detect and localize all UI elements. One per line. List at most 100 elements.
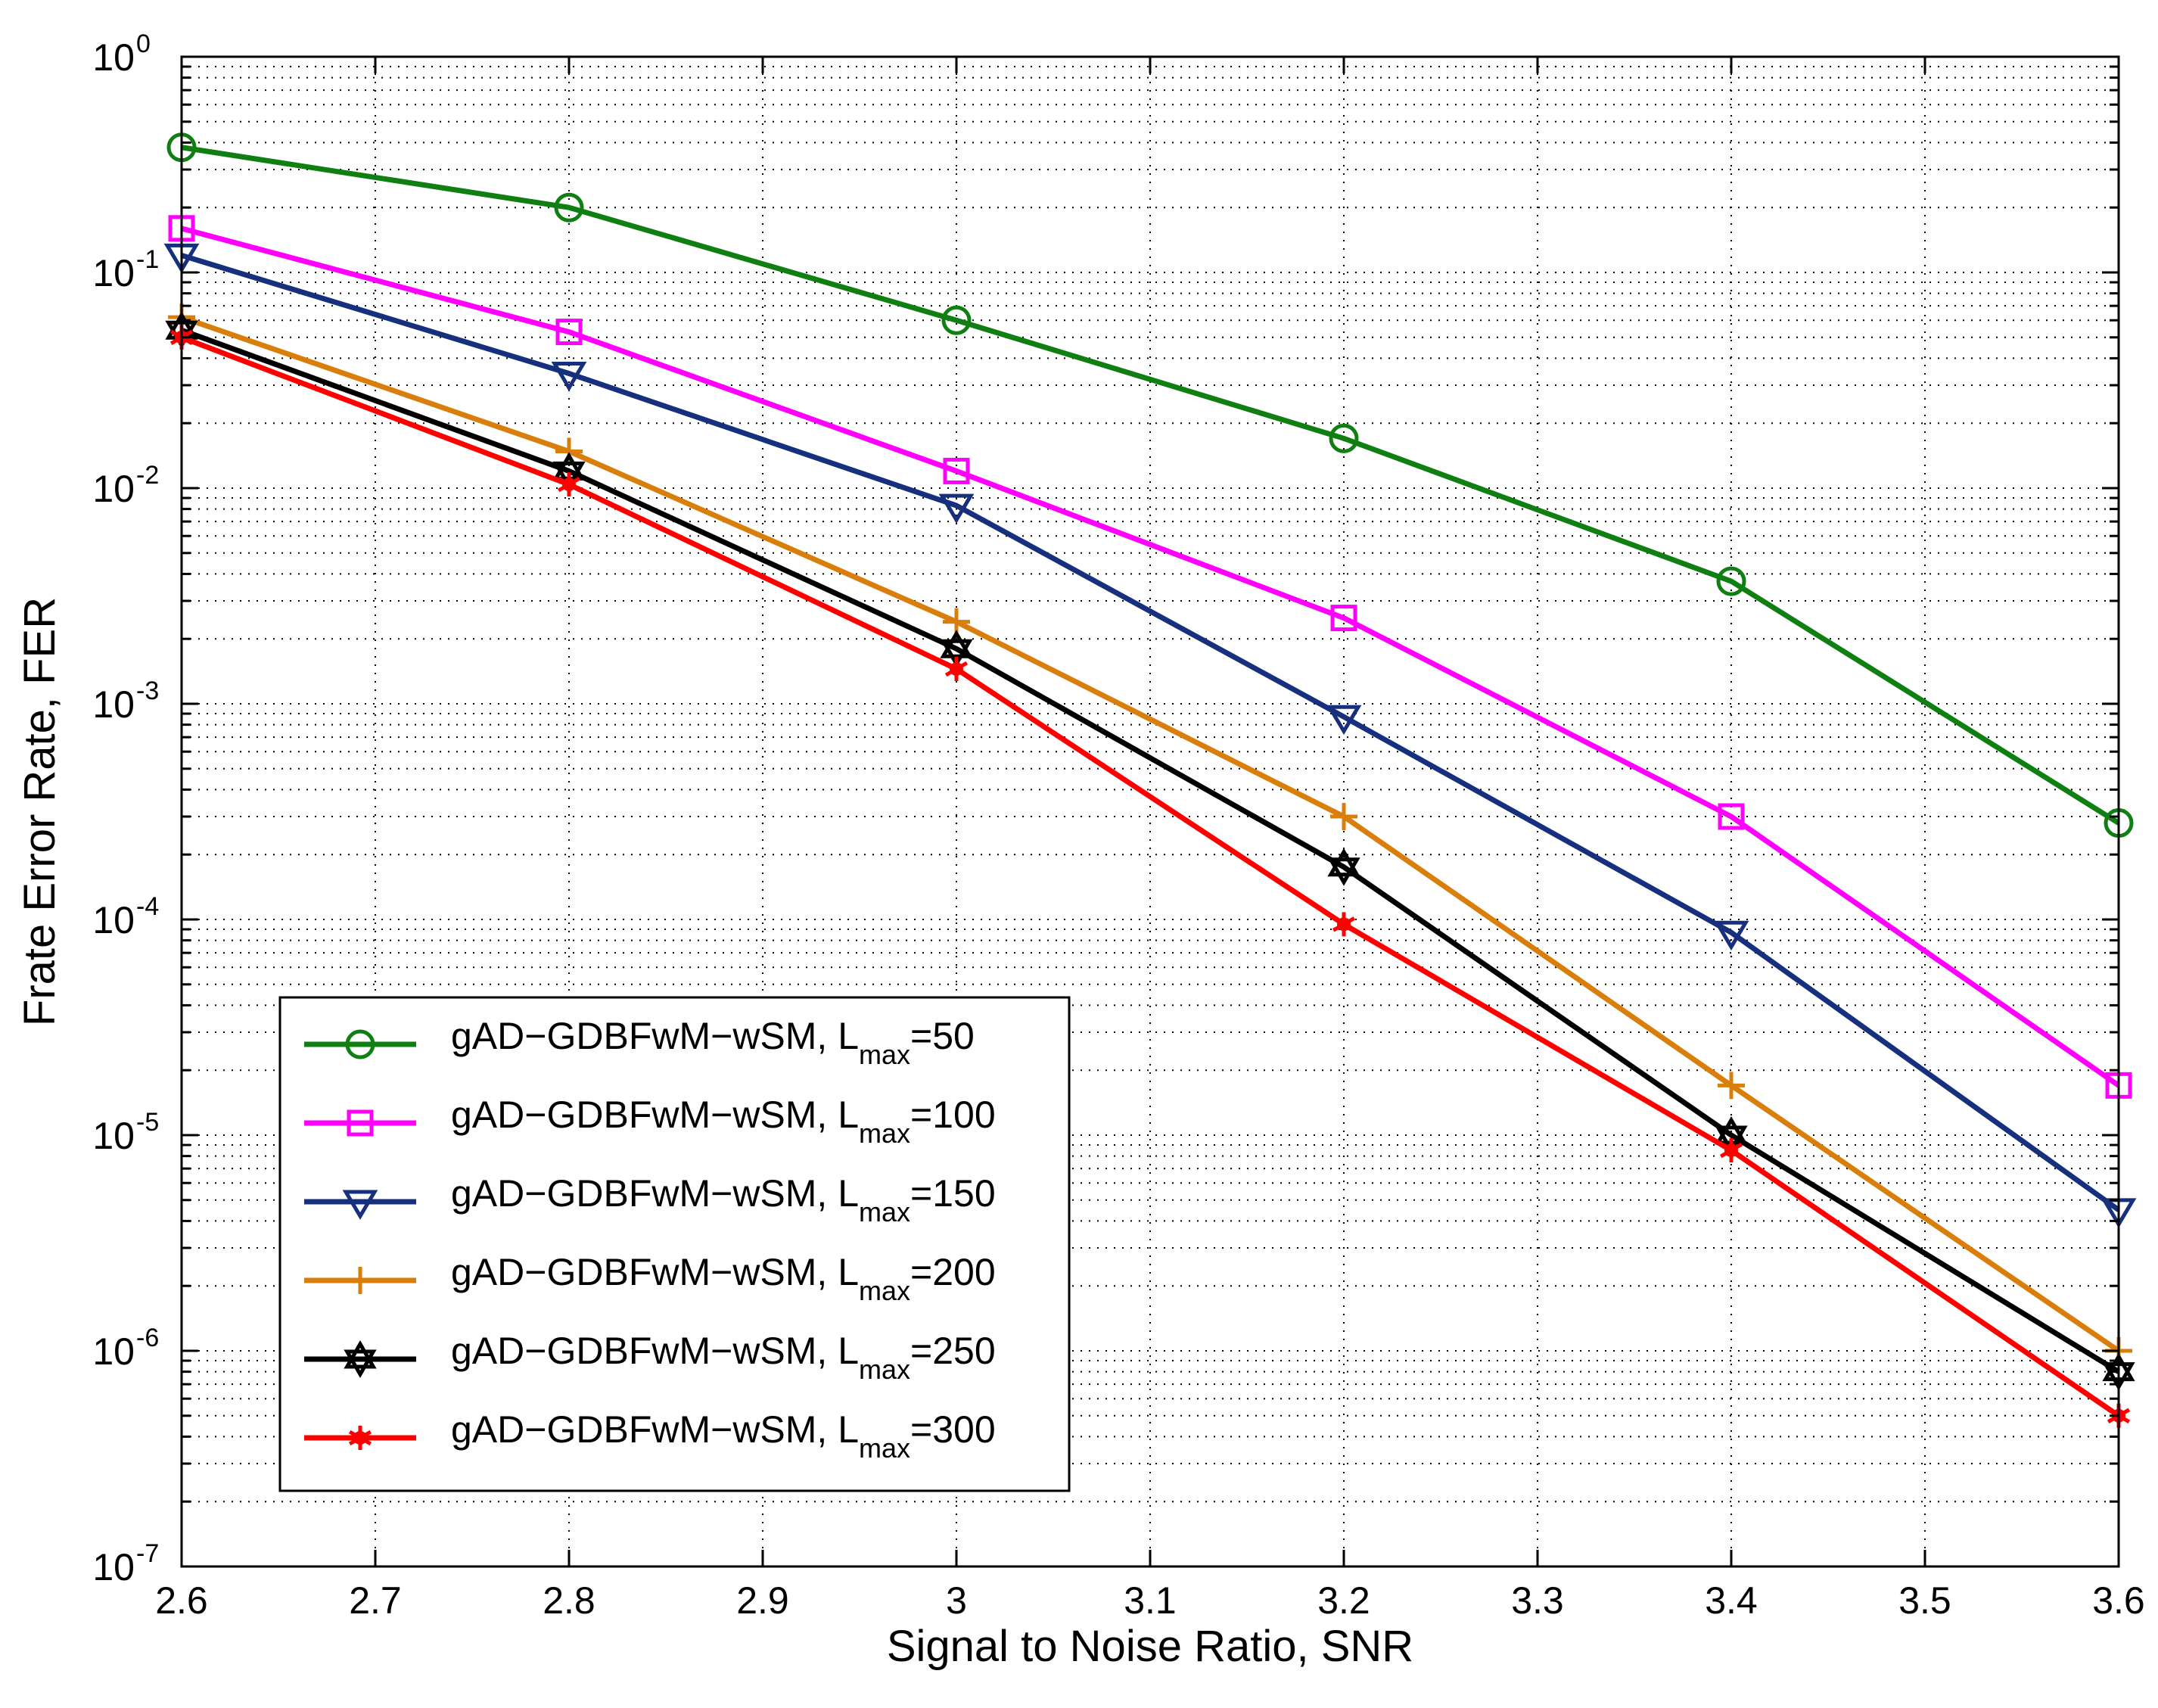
y-tick-label-base: 10 [92, 1330, 135, 1373]
legend-label: gAD−GDBFwM−wSM, Lmax=250 [451, 1330, 996, 1385]
series-line [180, 253, 2121, 1212]
y-tick-label: 10 -3 [92, 677, 159, 726]
data-point [555, 319, 583, 346]
data-point [1332, 912, 1356, 937]
data-point [1716, 566, 1746, 596]
legend-marker [348, 1426, 372, 1450]
series-lines [163, 132, 2137, 1428]
data-point [944, 657, 969, 682]
legend-entry: gAD−GDBFwM−wSM, Lmax=200 [304, 1251, 996, 1306]
data-point [551, 362, 587, 392]
legend-marker [345, 1029, 375, 1059]
legend-label: gAD−GDBFwM−wSM, Lmax=200 [451, 1251, 996, 1306]
legend-label-name: gAD−GDBFwM−wSM, L [451, 1408, 859, 1451]
y-tick-label-exponent: -7 [136, 1539, 159, 1568]
legend-entry: gAD−GDBFwM−wSM, Lmax=250 [304, 1330, 996, 1385]
series-lmax-300 [169, 325, 2131, 1428]
y-tick-label-base: 10 [92, 468, 135, 510]
x-tick-label: 3.4 [1705, 1579, 1758, 1622]
series-lmax-50 [166, 132, 2134, 838]
y-tick-label-exponent: -1 [136, 245, 159, 274]
y-tick-label: 10 -4 [92, 892, 159, 941]
data-point [1330, 605, 1357, 632]
data-point [1713, 920, 1749, 951]
legend-box [278, 996, 1071, 1492]
data-point [554, 192, 584, 222]
legend-label: gAD−GDBFwM−wSM, Lmax=100 [451, 1094, 996, 1149]
data-point [1719, 1138, 1743, 1163]
legend-entry: gAD−GDBFwM−wSM, Lmax=100 [304, 1094, 996, 1149]
y-tick-label-base: 10 [92, 899, 135, 941]
y-tick-label: 10 -5 [92, 1108, 159, 1157]
x-tick-label: 3.1 [1124, 1579, 1177, 1622]
legend-label-subscript: max [859, 1196, 910, 1227]
legend-label-name: gAD−GDBFwM−wSM, L [451, 1330, 859, 1372]
x-tick-label: 3.2 [1317, 1579, 1370, 1622]
x-tick-label: 3.6 [2092, 1579, 2145, 1622]
x-tick-labels: 2.6 2.7 2.8 2.9 3 3.1 3.2 3.3 3.4 3.5 3.6 [155, 1579, 2145, 1622]
x-axis-label: Signal to Noise Ratio, SNR [887, 1622, 1413, 1671]
legend-entry: gAD−GDBFwM−wSM, Lmax=50 [304, 1015, 975, 1070]
data-point [940, 630, 973, 668]
x-tick-label: 3.3 [1511, 1579, 1564, 1622]
legend-label-name: gAD−GDBFwM−wSM, L [451, 1172, 859, 1215]
data-point [1327, 848, 1360, 886]
legend-marker [344, 1339, 377, 1379]
data-point [938, 493, 975, 524]
data-point [943, 457, 970, 484]
y-tick-label-base: 10 [92, 1546, 135, 1588]
legend-label-value: =150 [910, 1172, 996, 1215]
data-point [1718, 803, 1745, 830]
y-tick-label-exponent: -5 [136, 1108, 159, 1137]
series-line [180, 327, 2120, 1374]
x-tick-label: 2.9 [736, 1579, 789, 1622]
series-line [180, 314, 2120, 1353]
data-point [941, 305, 972, 335]
legend-label-name: gAD−GDBFwM−wSM, L [451, 1015, 859, 1057]
legend-label-subscript: max [859, 1118, 910, 1149]
y-tick-label: 10 -7 [92, 1539, 159, 1588]
legend-entry: gAD−GDBFwM−wSM, Lmax=300 [304, 1408, 996, 1464]
x-tick-label: 3 [946, 1579, 967, 1622]
series-line [180, 334, 2120, 1418]
legend-marker [342, 1190, 378, 1220]
legend-marker [347, 1267, 374, 1294]
legend-label-subscript: max [859, 1275, 910, 1306]
y-tick-label: 10 -2 [92, 461, 159, 510]
data-point [1329, 423, 1359, 453]
legend-label-name: gAD−GDBFwM−wSM, L [451, 1251, 859, 1293]
x-tick-label: 2.8 [543, 1579, 595, 1622]
legend-label-name: gAD−GDBFwM−wSM, L [451, 1094, 859, 1136]
x-tick-label: 2.7 [349, 1579, 402, 1622]
legend-label: gAD−GDBFwM−wSM, Lmax=150 [451, 1172, 996, 1227]
legend-label-value: =100 [910, 1094, 996, 1136]
data-point [557, 472, 581, 497]
legend-label-subscript: max [859, 1354, 910, 1385]
y-tick-label-base: 10 [92, 683, 135, 726]
legend-label: gAD−GDBFwM−wSM, Lmax=50 [451, 1015, 975, 1070]
y-tick-label-exponent: -6 [136, 1324, 159, 1352]
data-point [1718, 1072, 1745, 1100]
y-tick-label: 10 -1 [92, 245, 159, 294]
axis-ticks [180, 55, 2120, 1568]
y-tick-label-base: 10 [92, 252, 135, 294]
y-tick-label-base: 10 [92, 36, 135, 79]
y-tick-label-base: 10 [92, 1115, 135, 1157]
legend-label-subscript: max [859, 1433, 910, 1464]
legend-label-subscript: max [859, 1039, 910, 1070]
legend-label: gAD−GDBFwM−wSM, Lmax=300 [451, 1408, 996, 1464]
y-tick-label: 10 0 [92, 30, 151, 79]
legend-label-value: =250 [910, 1330, 996, 1372]
legend-entry: gAD−GDBFwM−wSM, Lmax=150 [304, 1172, 996, 1227]
legend-label-value: =300 [910, 1408, 996, 1451]
legend-label-value: =200 [910, 1251, 996, 1293]
legend-label-value: =50 [910, 1015, 975, 1057]
y-tick-label-exponent: 0 [136, 30, 151, 58]
data-point [555, 437, 583, 465]
y-tick-label-exponent: -2 [136, 461, 159, 490]
legend-marker [347, 1109, 374, 1137]
x-tick-label: 2.6 [155, 1579, 208, 1622]
